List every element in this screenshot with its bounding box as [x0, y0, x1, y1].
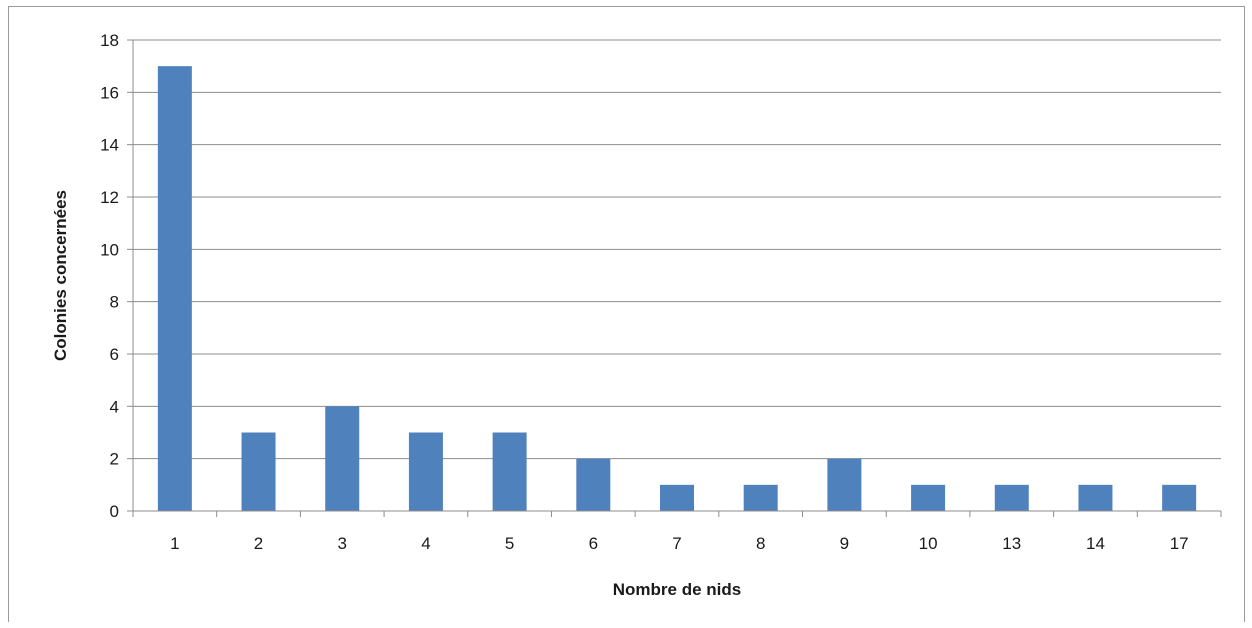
bar-9	[827, 458, 862, 511]
x-tick-label: 5	[505, 534, 514, 553]
x-tick-label: 1	[170, 534, 179, 553]
bar-2	[241, 432, 276, 511]
bars	[157, 66, 1197, 512]
bar-1	[157, 66, 192, 512]
y-tick-label: 8	[110, 293, 119, 312]
x-tick-label: 4	[421, 534, 430, 553]
bar-8	[743, 484, 778, 511]
x-tick-label: 7	[672, 534, 681, 553]
x-axis-ticks: 1 2 3 4 5 6 7 8 9 10 13 14 17	[132, 511, 1222, 553]
x-axis-title: Nombre de nids	[613, 580, 741, 599]
x-tick-label: 6	[589, 534, 598, 553]
bar-13	[994, 484, 1029, 511]
y-axis-ticks: 0 2 4 6 8 10 12 14 16 18	[100, 31, 133, 521]
x-tick-label: 17	[1170, 534, 1189, 553]
y-tick-label: 4	[110, 397, 119, 416]
bar-5	[492, 432, 527, 511]
gridlines	[133, 39, 1221, 460]
bar-10	[911, 484, 946, 511]
x-tick-label: 8	[756, 534, 765, 553]
y-tick-label: 18	[100, 31, 119, 50]
y-tick-label: 14	[100, 136, 119, 155]
y-tick-label: 16	[100, 83, 119, 102]
chart-frame	[8, 6, 1245, 622]
bar-6	[576, 458, 611, 511]
bar-4	[408, 432, 443, 511]
y-tick-label: 6	[110, 345, 119, 364]
y-tick-label: 2	[110, 450, 119, 469]
y-tick-label: 12	[100, 188, 119, 207]
y-axis-title: Colonies concernées	[51, 190, 70, 361]
x-tick-label: 14	[1086, 534, 1105, 553]
y-tick-label: 0	[110, 502, 119, 521]
bar-3	[325, 406, 360, 511]
x-tick-label: 9	[840, 534, 849, 553]
bar-7	[660, 484, 694, 511]
x-tick-label: 13	[1002, 534, 1021, 553]
y-tick-label: 10	[100, 240, 119, 259]
x-tick-label: 10	[919, 534, 938, 553]
x-tick-label: 3	[337, 534, 346, 553]
x-tick-label: 2	[254, 534, 263, 553]
bar-17	[1162, 484, 1197, 511]
bar-14	[1078, 484, 1113, 511]
